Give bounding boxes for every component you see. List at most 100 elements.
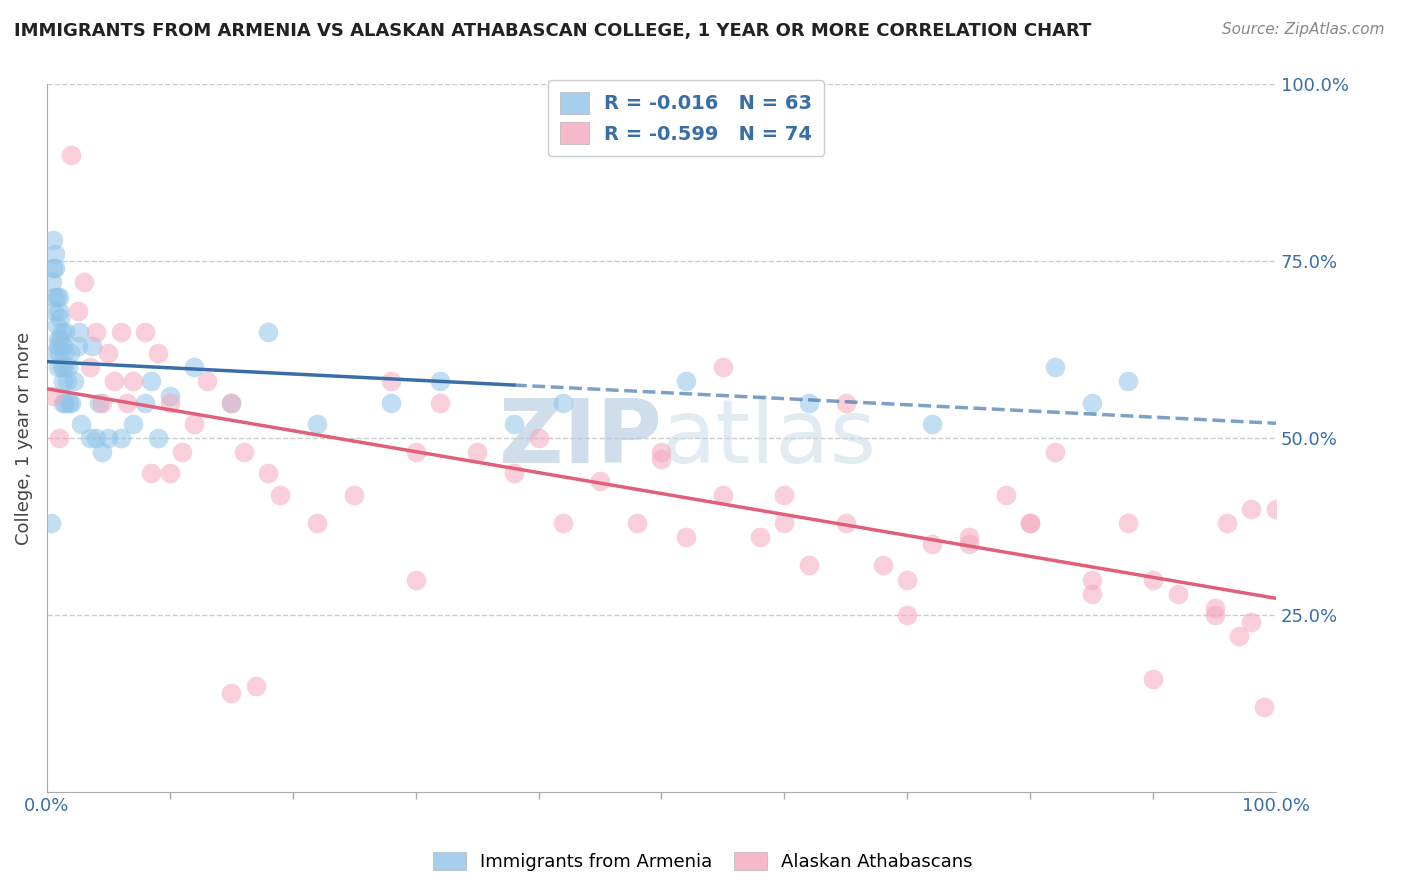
Point bbox=[380, 395, 402, 409]
Point bbox=[51, 325, 73, 339]
Point bbox=[711, 360, 734, 375]
Point bbox=[46, 332, 69, 346]
Point bbox=[650, 445, 672, 459]
Point bbox=[527, 431, 550, 445]
Point bbox=[183, 417, 205, 431]
Point bbox=[1118, 516, 1140, 530]
Point bbox=[835, 395, 858, 409]
Point bbox=[1080, 573, 1102, 587]
Point bbox=[48, 431, 70, 445]
Point bbox=[551, 395, 574, 409]
Point bbox=[921, 537, 943, 551]
Point bbox=[52, 395, 75, 409]
Legend: R = -0.016   N = 63, R = -0.599   N = 74: R = -0.016 N = 63, R = -0.599 N = 74 bbox=[548, 80, 824, 156]
Point bbox=[79, 360, 101, 375]
Point bbox=[146, 346, 169, 360]
Point bbox=[921, 417, 943, 431]
Point bbox=[245, 679, 267, 693]
Legend: Immigrants from Armenia, Alaskan Athabascans: Immigrants from Armenia, Alaskan Athabas… bbox=[426, 845, 980, 879]
Point bbox=[115, 395, 138, 409]
Point bbox=[307, 516, 329, 530]
Point bbox=[1216, 516, 1239, 530]
Point bbox=[110, 325, 132, 339]
Point bbox=[232, 445, 254, 459]
Point bbox=[219, 395, 242, 409]
Point bbox=[49, 310, 72, 325]
Point bbox=[1142, 672, 1164, 686]
Point bbox=[343, 488, 366, 502]
Point bbox=[55, 375, 77, 389]
Point bbox=[79, 431, 101, 445]
Text: IMMIGRANTS FROM ARMENIA VS ALASKAN ATHABASCAN COLLEGE, 1 YEAR OR MORE CORRELATIO: IMMIGRANTS FROM ARMENIA VS ALASKAN ATHAB… bbox=[14, 22, 1091, 40]
Point bbox=[42, 233, 65, 247]
Point bbox=[103, 375, 125, 389]
Point bbox=[994, 488, 1017, 502]
Y-axis label: College, 1 year or more: College, 1 year or more bbox=[15, 332, 32, 545]
Point bbox=[82, 339, 104, 353]
Point bbox=[45, 290, 67, 304]
Point bbox=[711, 488, 734, 502]
Point bbox=[66, 303, 89, 318]
Point bbox=[53, 346, 76, 360]
Point bbox=[52, 339, 75, 353]
Point bbox=[53, 325, 76, 339]
Point bbox=[257, 467, 280, 481]
Point bbox=[159, 395, 181, 409]
Point bbox=[1142, 573, 1164, 587]
Point bbox=[58, 395, 80, 409]
Point bbox=[44, 346, 66, 360]
Point bbox=[380, 375, 402, 389]
Point bbox=[773, 488, 796, 502]
Point bbox=[45, 318, 67, 332]
Point bbox=[42, 261, 65, 276]
Point bbox=[141, 375, 163, 389]
Point bbox=[1080, 587, 1102, 601]
Point bbox=[44, 290, 66, 304]
Point bbox=[797, 558, 820, 573]
Point bbox=[503, 417, 526, 431]
Point bbox=[675, 375, 697, 389]
Point bbox=[1240, 615, 1263, 629]
Point bbox=[91, 445, 114, 459]
Point bbox=[73, 276, 96, 290]
Point bbox=[1019, 516, 1042, 530]
Point bbox=[122, 417, 145, 431]
Point bbox=[1080, 395, 1102, 409]
Point bbox=[56, 360, 79, 375]
Point bbox=[1043, 360, 1066, 375]
Point bbox=[957, 530, 980, 544]
Point bbox=[650, 452, 672, 467]
Point bbox=[172, 445, 194, 459]
Point bbox=[48, 346, 70, 360]
Point bbox=[44, 261, 66, 276]
Point bbox=[67, 325, 90, 339]
Point bbox=[51, 360, 73, 375]
Text: Source: ZipAtlas.com: Source: ZipAtlas.com bbox=[1222, 22, 1385, 37]
Point bbox=[146, 431, 169, 445]
Point bbox=[1204, 600, 1226, 615]
Point bbox=[1227, 629, 1250, 643]
Point bbox=[219, 686, 242, 700]
Point bbox=[49, 332, 72, 346]
Point bbox=[1240, 501, 1263, 516]
Point bbox=[110, 431, 132, 445]
Point bbox=[675, 530, 697, 544]
Point bbox=[44, 247, 66, 261]
Point bbox=[60, 395, 83, 409]
Point bbox=[48, 290, 70, 304]
Point bbox=[41, 276, 63, 290]
Point bbox=[48, 303, 70, 318]
Point bbox=[59, 346, 82, 360]
Text: atlas: atlas bbox=[661, 394, 876, 482]
Point bbox=[122, 375, 145, 389]
Point bbox=[159, 389, 181, 403]
Point bbox=[1265, 501, 1288, 516]
Point bbox=[307, 417, 329, 431]
Point bbox=[87, 395, 110, 409]
Point bbox=[52, 375, 75, 389]
Point bbox=[134, 395, 156, 409]
Point bbox=[53, 395, 76, 409]
Point bbox=[269, 488, 291, 502]
Point bbox=[405, 445, 427, 459]
Point bbox=[773, 516, 796, 530]
